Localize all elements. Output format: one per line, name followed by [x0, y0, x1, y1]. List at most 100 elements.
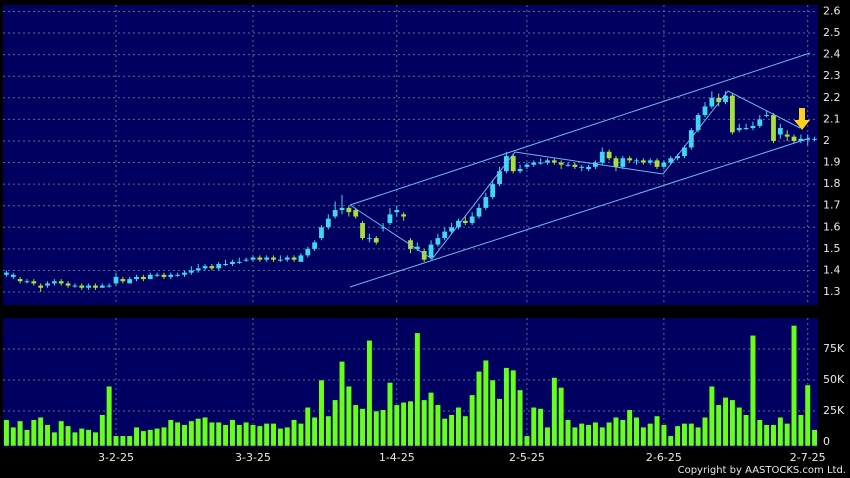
volume-bar — [743, 414, 750, 447]
candle-body — [551, 160, 557, 163]
volume-bar — [667, 435, 674, 447]
candle-body — [702, 106, 708, 116]
volume-bar — [715, 404, 722, 447]
volume-bar — [270, 423, 277, 447]
candle-body — [688, 130, 694, 148]
volume-bar — [332, 399, 339, 447]
candle-body — [661, 162, 667, 167]
volume-bar — [551, 377, 558, 447]
volume-bar — [208, 421, 215, 447]
volume-bar — [565, 419, 572, 447]
y-tick-label: 2.2 — [823, 91, 841, 104]
y-tick-label: 2.6 — [823, 4, 841, 17]
candle-body — [476, 207, 482, 217]
volume-bar — [249, 424, 256, 447]
volume-bar — [482, 359, 489, 447]
volume-bar — [811, 429, 818, 447]
y-tick-label: 1.5 — [823, 242, 841, 255]
y-tick-label: 1.7 — [823, 199, 841, 212]
candle-body — [147, 274, 153, 280]
volume-bar — [414, 332, 421, 447]
volume-bar — [654, 415, 661, 447]
x-tick-label: 3-2-25 — [98, 451, 134, 464]
volume-bar — [352, 404, 359, 447]
candle-body — [791, 136, 797, 141]
volume-bar — [236, 424, 243, 447]
candle-body — [188, 270, 194, 273]
candle-body — [483, 197, 489, 208]
candle-body — [531, 162, 537, 165]
candle-body — [373, 238, 379, 243]
candle-body — [620, 158, 626, 167]
volume-bar — [126, 435, 133, 447]
x-tick-label: 1-4-25 — [379, 451, 415, 464]
candle-body — [209, 266, 215, 269]
candle-body — [538, 162, 544, 164]
copyright: Copyright by AASTOCKS.com Ltd. — [678, 465, 846, 476]
candle-body — [99, 285, 105, 288]
volume-bar — [530, 407, 537, 447]
candle-body — [31, 281, 37, 284]
candle-body — [599, 151, 605, 163]
y-tick-label: 2.1 — [823, 112, 841, 125]
volume-bar — [496, 398, 503, 447]
candle-body — [127, 279, 133, 284]
volume-bar — [708, 385, 715, 447]
volume-bar — [592, 421, 599, 447]
candle-body — [305, 248, 311, 256]
y-tick-label: 75K — [823, 342, 845, 355]
candle-body — [4, 272, 9, 275]
volume-bar — [10, 426, 17, 447]
candle-body — [113, 276, 119, 284]
volume-bar — [448, 414, 455, 447]
candle-body — [312, 242, 318, 249]
volume-bar — [791, 325, 798, 447]
candle-body — [524, 164, 530, 167]
y-tick-label: 50K — [823, 373, 845, 386]
candle-body — [168, 274, 174, 277]
volume-bar — [489, 379, 496, 447]
candle-body — [640, 160, 646, 163]
volume-bar — [784, 423, 791, 447]
volume-bar — [537, 408, 544, 447]
volume-bar — [736, 407, 743, 447]
volume-bar — [804, 384, 811, 447]
candle-body — [647, 160, 653, 163]
candle-body — [572, 164, 578, 167]
candle-body — [216, 263, 222, 269]
candle-body — [236, 261, 242, 263]
volume-bar — [523, 435, 530, 447]
candle-body — [175, 274, 181, 276]
volume-bar — [633, 416, 640, 447]
candle-body — [79, 285, 85, 288]
candle-body — [353, 210, 359, 217]
candle-body — [421, 251, 427, 260]
candle-body — [627, 158, 633, 161]
candle-body — [675, 156, 680, 159]
volume-bar — [58, 420, 65, 447]
candle-body — [729, 95, 735, 133]
volume-bar — [202, 416, 209, 447]
candle-body — [24, 281, 30, 283]
y-tick-label: 1.8 — [823, 177, 841, 190]
volume-bar — [160, 426, 167, 447]
candle-body — [565, 164, 571, 166]
price-panel — [3, 5, 818, 305]
volume-bar — [777, 416, 784, 447]
candle-body — [10, 274, 16, 277]
candle-body — [764, 115, 770, 117]
volume-bar — [660, 424, 667, 447]
volume-bar — [510, 369, 517, 447]
candle-body — [86, 285, 92, 288]
volume-bar — [325, 415, 332, 447]
candle-body — [606, 151, 612, 159]
candle-body — [613, 158, 619, 167]
volume-bar — [599, 426, 606, 447]
volume-bar — [147, 429, 154, 447]
volume-bar — [30, 419, 37, 447]
volume-bar — [380, 409, 387, 447]
candle-body — [45, 283, 50, 286]
volume-bar — [722, 397, 729, 447]
candle-body — [668, 158, 674, 163]
candle-body — [586, 166, 591, 170]
